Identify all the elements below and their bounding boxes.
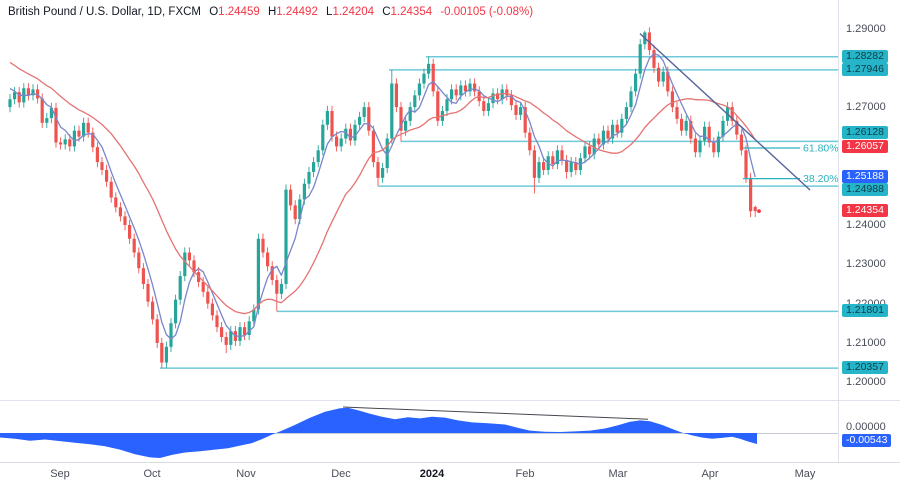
time-tick-label: May	[794, 468, 816, 480]
close-label: C	[382, 6, 391, 18]
indicator-trendline[interactable]	[342, 406, 649, 420]
time-axis[interactable]: Sep Oct Nov Dec 2024 Feb Mar Apr May	[0, 462, 900, 487]
fib-retracement[interactable]: 61.80% 38.20%	[743, 142, 838, 185]
price-level-badge: -0.00543	[842, 434, 892, 447]
time-tick-label: Feb	[515, 468, 535, 480]
indicator-tick-label: 0.00000	[846, 421, 886, 433]
price-level-badge: 1.24988	[842, 183, 888, 196]
price-level-badge: 1.24354	[842, 204, 888, 217]
change-value: -0.00105 (-0.08%)	[440, 6, 534, 18]
price-tick-label: 1.24000	[846, 219, 886, 231]
last-price-marker	[757, 209, 761, 213]
fib-level-label: 61.80%	[803, 142, 838, 154]
ma-slow-line	[9, 61, 756, 315]
time-tick-label: Sep	[50, 468, 70, 480]
symbol-name[interactable]: British Pound / U.S. Dollar, 1D, FXCM	[8, 6, 202, 18]
ma-fast-line	[9, 53, 756, 340]
downtrend-line[interactable]	[639, 33, 811, 191]
price-level-badge: 1.20357	[842, 361, 888, 374]
indicator-area	[0, 407, 757, 458]
time-tick-label: Nov	[236, 468, 256, 480]
low-value: 1.24204	[332, 6, 375, 18]
price-level-badge: 1.25188	[842, 170, 888, 183]
price-tick-label: 1.29000	[846, 22, 886, 35]
high-label: H	[267, 6, 277, 18]
candlestick-series	[8, 27, 757, 369]
open-label: O	[209, 6, 219, 18]
time-tick-label: Mar	[608, 468, 628, 480]
price-level-badge: 1.26128	[842, 126, 888, 139]
price-tick-label: 1.21000	[846, 336, 886, 349]
fib-level-label: 38.20%	[803, 173, 838, 185]
price-level-badge: 1.27946	[842, 63, 888, 76]
price-level-badge: 1.28282	[842, 50, 888, 63]
price-level-badge: 1.21801	[842, 304, 888, 317]
pane-separator	[0, 400, 900, 401]
price-tick-label: 1.23000	[846, 258, 886, 271]
close-value: 1.24354	[390, 6, 433, 18]
price-tick-label: 1.27000	[846, 101, 886, 114]
low-label: L	[326, 6, 333, 18]
price-level-badge: 1.26057	[842, 140, 888, 153]
chart-plot-area[interactable]: 61.80% 38.20%	[0, 0, 838, 462]
symbol-header: British Pound / U.S. Dollar, 1D, FXCM O1…	[8, 6, 533, 18]
price-tick-label: 1.20000	[846, 376, 886, 389]
price-axis[interactable]: 1.290001.270001.240001.230001.220001.210…	[838, 0, 900, 462]
open-value: 1.24459	[218, 6, 260, 18]
time-tick-label: 2024	[419, 468, 445, 480]
time-tick-label: Dec	[331, 468, 351, 480]
time-tick-label: Oct	[143, 468, 161, 480]
high-value: 1.24492	[276, 6, 318, 18]
time-tick-label: Apr	[701, 468, 719, 480]
horizontal-rays[interactable]	[160, 55, 838, 369]
